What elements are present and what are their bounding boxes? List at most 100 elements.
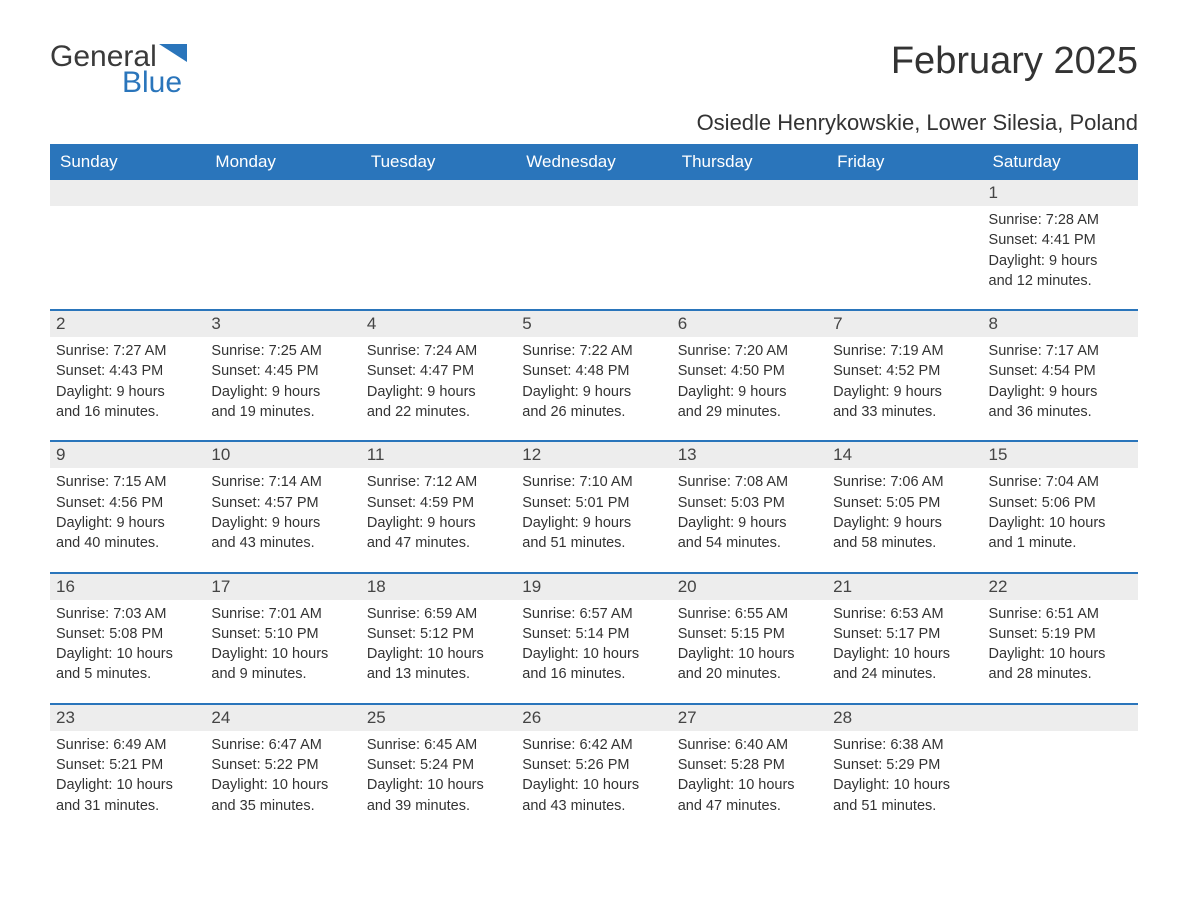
weekday-header: Thursday [672,144,827,180]
calendar-week: 16Sunrise: 7:03 AMSunset: 5:08 PMDayligh… [50,572,1138,695]
day-number-row [361,180,516,206]
month-title: February 2025 [891,40,1138,83]
day-number-row: 11 [361,442,516,468]
day-details: Sunrise: 7:25 AMSunset: 4:45 PMDaylight:… [205,337,360,432]
sunset-text: Sunset: 4:52 PM [833,361,976,381]
day-details: Sunrise: 6:40 AMSunset: 5:28 PMDaylight:… [672,731,827,826]
daylight-text: and 40 minutes. [56,533,199,553]
daylight-text: Daylight: 10 hours [678,775,821,795]
daylight-text: Daylight: 9 hours [522,382,665,402]
calendar-day: 25Sunrise: 6:45 AMSunset: 5:24 PMDayligh… [361,705,516,826]
day-number: 24 [211,708,230,727]
sunrise-text: Sunrise: 6:51 AM [989,604,1132,624]
weekday-header: Saturday [983,144,1138,180]
day-details: Sunrise: 7:27 AMSunset: 4:43 PMDaylight:… [50,337,205,432]
sunset-text: Sunset: 5:28 PM [678,755,821,775]
calendar-day: 6Sunrise: 7:20 AMSunset: 4:50 PMDaylight… [672,311,827,432]
day-number-row: 10 [205,442,360,468]
day-number: 19 [522,577,541,596]
day-details: Sunrise: 7:01 AMSunset: 5:10 PMDaylight:… [205,600,360,695]
calendar-day: 24Sunrise: 6:47 AMSunset: 5:22 PMDayligh… [205,705,360,826]
daylight-text: and 28 minutes. [989,664,1132,684]
day-number: 13 [678,445,697,464]
day-number-row: 23 [50,705,205,731]
calendar: SundayMondayTuesdayWednesdayThursdayFrid… [50,144,1138,826]
daylight-text: Daylight: 9 hours [367,513,510,533]
weekday-header: Monday [205,144,360,180]
sunrise-text: Sunrise: 6:40 AM [678,735,821,755]
sunset-text: Sunset: 5:15 PM [678,624,821,644]
daylight-text: and 31 minutes. [56,796,199,816]
daylight-text: and 20 minutes. [678,664,821,684]
day-number: 1 [989,183,998,202]
sunrise-text: Sunrise: 6:59 AM [367,604,510,624]
daylight-text: and 39 minutes. [367,796,510,816]
daylight-text: Daylight: 9 hours [56,513,199,533]
day-number-row [983,705,1138,731]
daylight-text: Daylight: 9 hours [678,513,821,533]
day-details: Sunrise: 7:12 AMSunset: 4:59 PMDaylight:… [361,468,516,563]
sunset-text: Sunset: 5:14 PM [522,624,665,644]
calendar-day: 11 Sunrise: 7:12 AMSunset: 4:59 PMDayligh… [361,442,516,563]
day-number-row: 21 [827,574,982,600]
day-details: Sunrise: 7:14 AMSunset: 4:57 PMDaylight:… [205,468,360,563]
sunrise-text: Sunrise: 7:10 AM [522,472,665,492]
sunset-text: Sunset: 5:08 PM [56,624,199,644]
day-number-row: 20 [672,574,827,600]
daylight-text: Daylight: 9 hours [211,513,354,533]
day-number-row: 5 [516,311,671,337]
sunset-text: Sunset: 4:45 PM [211,361,354,381]
calendar-day: 1Sunrise: 7:28 AMSunset: 4:41 PMDaylight… [983,180,1138,301]
day-number-row: 26 [516,705,671,731]
calendar-day: 20Sunrise: 6:55 AMSunset: 5:15 PMDayligh… [672,574,827,695]
sunset-text: Sunset: 4:48 PM [522,361,665,381]
calendar-day: 19 Sunrise: 6:57 AMSunset: 5:14 PMDayligh… [516,574,671,695]
calendar-day: 7Sunrise: 7:19 AMSunset: 4:52 PMDaylight… [827,311,982,432]
daylight-text: Daylight: 10 hours [211,644,354,664]
daylight-text: and 1 minute. [989,533,1132,553]
daylight-text: and 43 minutes. [522,796,665,816]
day-number: 5 [522,314,531,333]
day-number: 14 [833,445,852,464]
sunset-text: Sunset: 5:06 PM [989,493,1132,513]
sunset-text: Sunset: 5:10 PM [211,624,354,644]
day-number-row: 17 [205,574,360,600]
day-number: 11 [367,445,385,464]
day-number-row [50,180,205,206]
calendar-week: 9Sunrise: 7:15 AMSunset: 4:56 PMDaylight… [50,440,1138,563]
day-number-row: 3 [205,311,360,337]
daylight-text: Daylight: 9 hours [56,382,199,402]
sunset-text: Sunset: 4:41 PM [989,230,1132,250]
day-number-row: 9 [50,442,205,468]
calendar-week: 2Sunrise: 7:27 AMSunset: 4:43 PMDaylight… [50,309,1138,432]
sunrise-text: Sunrise: 7:22 AM [522,341,665,361]
title-block: February 2025 [891,40,1138,83]
calendar-week: 23Sunrise: 6:49 AMSunset: 5:21 PMDayligh… [50,703,1138,826]
sunset-text: Sunset: 4:56 PM [56,493,199,513]
day-details: Sunrise: 7:17 AMSunset: 4:54 PMDaylight:… [983,337,1138,432]
sunset-text: Sunset: 4:50 PM [678,361,821,381]
sunrise-text: Sunrise: 7:20 AM [678,341,821,361]
sunset-text: Sunset: 5:24 PM [367,755,510,775]
weekday-header: Sunday [50,144,205,180]
day-details: Sunrise: 7:03 AMSunset: 5:08 PMDaylight:… [50,600,205,695]
sunrise-text: Sunrise: 7:03 AM [56,604,199,624]
day-number-row [827,180,982,206]
sunset-text: Sunset: 5:17 PM [833,624,976,644]
day-details: Sunrise: 6:45 AMSunset: 5:24 PMDaylight:… [361,731,516,826]
calendar-day: 18Sunrise: 6:59 AMSunset: 5:12 PMDayligh… [361,574,516,695]
logo: General Blue [50,40,187,100]
daylight-text: and 16 minutes. [522,664,665,684]
day-details: Sunrise: 7:06 AMSunset: 5:05 PMDaylight:… [827,468,982,563]
daylight-text: Daylight: 10 hours [56,775,199,795]
sunrise-text: Sunrise: 7:15 AM [56,472,199,492]
day-number-row: 6 [672,311,827,337]
sunrise-text: Sunrise: 7:27 AM [56,341,199,361]
day-details: Sunrise: 6:55 AMSunset: 5:15 PMDaylight:… [672,600,827,695]
day-number: 8 [989,314,998,333]
day-details: Sunrise: 6:57 AMSunset: 5:14 PMDaylight:… [516,600,671,695]
daylight-text: Daylight: 10 hours [833,644,976,664]
daylight-text: Daylight: 9 hours [989,251,1132,271]
sunrise-text: Sunrise: 7:19 AM [833,341,976,361]
calendar-day: 9 Sunrise: 7:15 AMSunset: 4:56 PMDaylight… [50,442,205,563]
